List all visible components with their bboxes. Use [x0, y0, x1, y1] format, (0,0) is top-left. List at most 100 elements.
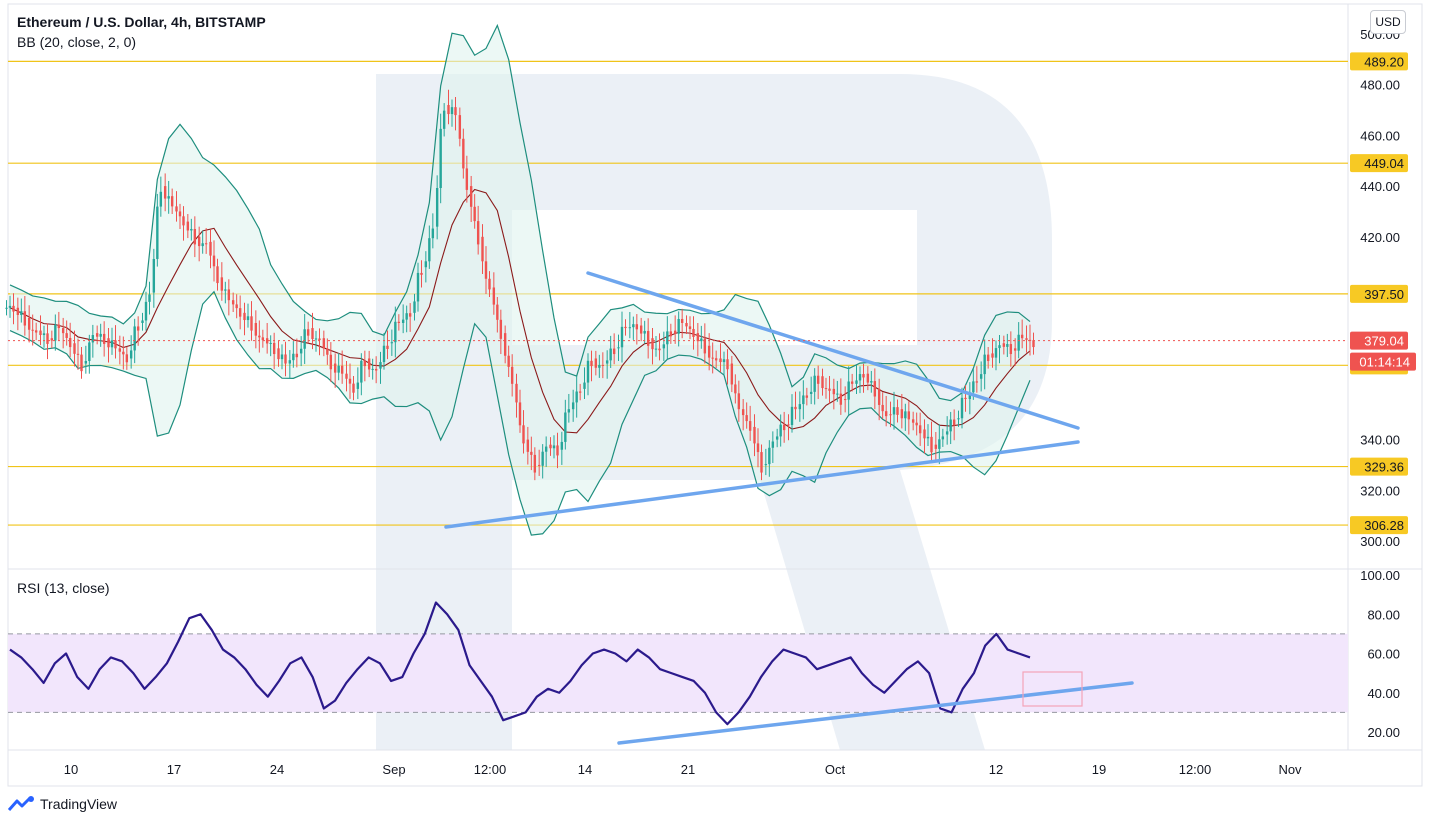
candle-body — [911, 419, 915, 423]
time-tick-label: 21 — [681, 762, 695, 777]
candle-body — [175, 206, 178, 212]
rsi-pane[interactable] — [8, 601, 1348, 745]
time-tick-label: Oct — [825, 762, 846, 777]
candle-body — [212, 255, 216, 267]
candle-body — [209, 241, 212, 256]
rsi-tick-label: 40.00 — [1367, 686, 1400, 701]
price-tick-label: 440.00 — [1360, 179, 1400, 194]
bb-indicator-label[interactable]: BB (20, close, 2, 0) — [17, 34, 137, 50]
candle-body — [590, 360, 593, 367]
candle-body — [337, 365, 340, 373]
candle-body — [836, 393, 839, 395]
candle-body — [382, 345, 386, 363]
candle-body — [420, 272, 423, 275]
candle-body — [816, 375, 820, 384]
rsi-indicator-label[interactable]: RSI (13, close) — [17, 580, 110, 596]
candle-body — [8, 305, 12, 308]
candle-body — [333, 363, 337, 373]
candle-body — [714, 358, 718, 361]
candle-body — [148, 294, 151, 302]
candle-body — [688, 326, 692, 329]
candle-body — [870, 381, 873, 383]
candle-body — [1020, 334, 1024, 339]
candle-body — [632, 324, 635, 328]
time-tick-label: 12:00 — [1179, 762, 1212, 777]
candle-body — [231, 300, 235, 305]
candle-body — [465, 168, 469, 190]
candle-body — [541, 451, 544, 466]
candle-body — [696, 333, 700, 342]
candle-body — [428, 238, 431, 262]
candle-body — [635, 324, 639, 330]
candle-body — [61, 328, 65, 334]
candle-body — [760, 452, 763, 473]
candle-body — [787, 424, 790, 426]
candle-body — [193, 228, 197, 245]
candle-body — [567, 409, 571, 413]
candle-body — [941, 436, 945, 440]
candle-body — [484, 261, 488, 279]
price-pane[interactable] — [5, 23, 1348, 536]
candle-body — [605, 360, 609, 364]
candle-body — [46, 333, 49, 344]
rsi-tick-label: 100.00 — [1360, 568, 1400, 583]
candle-body — [265, 338, 269, 344]
candle-body — [986, 354, 990, 362]
candle-body — [560, 441, 564, 450]
candle-body — [794, 406, 797, 410]
candle-body — [994, 348, 998, 358]
candle-body — [462, 138, 465, 169]
candle-body — [238, 308, 242, 317]
candle-body — [952, 419, 956, 426]
candle-body — [144, 301, 148, 321]
candle-body — [923, 429, 926, 439]
candle-body — [492, 287, 496, 305]
currency-button[interactable]: USD — [1370, 10, 1406, 34]
candle-body — [254, 322, 258, 336]
time-tick-label: 12:00 — [474, 762, 507, 777]
level-label-bg — [1350, 284, 1408, 303]
candle-body — [934, 444, 938, 449]
candle-body — [968, 392, 972, 400]
rsi-band-fill — [8, 633, 1348, 713]
candle-body — [862, 374, 865, 378]
candle-body — [311, 328, 314, 340]
price-tick-label: 460.00 — [1360, 128, 1400, 143]
candle-body — [107, 338, 110, 348]
candle-body — [408, 313, 412, 317]
candle-body — [624, 326, 627, 329]
candle-body — [549, 444, 552, 449]
candle-body — [1013, 348, 1017, 351]
candle-body — [118, 348, 122, 352]
candle-body — [564, 412, 567, 442]
candle-body — [900, 409, 904, 419]
candle-body — [658, 348, 661, 351]
candle-body — [288, 360, 292, 364]
candle-body — [197, 236, 201, 247]
candle-body — [269, 342, 272, 344]
candle-body — [813, 375, 816, 392]
candle-body — [88, 342, 91, 362]
candle-body — [379, 362, 382, 369]
time-tick-label: 12 — [989, 762, 1003, 777]
candle-body — [586, 360, 590, 383]
candle-body — [930, 436, 933, 453]
candle-body — [892, 407, 896, 415]
candle-body — [544, 446, 548, 452]
candle-body — [450, 107, 454, 115]
candle-body — [915, 422, 918, 426]
candle-body — [303, 329, 306, 349]
candle-body — [1009, 344, 1013, 355]
candle-body — [537, 464, 541, 466]
price-tick-label: 340.00 — [1360, 433, 1400, 448]
tradingview-brand[interactable]: TradingView — [8, 795, 117, 813]
candle-body — [204, 243, 208, 245]
candle-body — [23, 311, 27, 326]
candle-body — [979, 374, 983, 379]
candle-body — [178, 211, 182, 217]
candle-body — [360, 360, 363, 383]
candle-body — [850, 381, 854, 384]
candle-body — [866, 373, 870, 383]
candle-body — [722, 359, 726, 363]
